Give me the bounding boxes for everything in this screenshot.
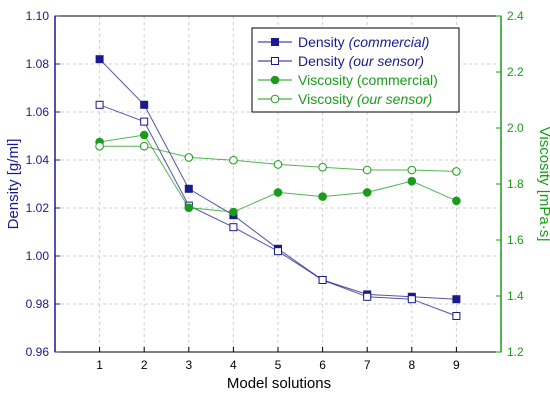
data-point [407,176,417,186]
legend-label: Density (our sensor) [298,53,424,69]
legend: Density (commercial)Density (our sensor)… [251,27,460,113]
data-point [363,292,372,301]
plot-series [95,55,461,320]
left-axis-title: Density [g/ml] [5,139,22,230]
data-point [95,141,104,151]
legend-label: Density (commercial) [298,34,429,50]
data-point [452,295,461,304]
legend-label-italic: (commercial) [349,34,430,50]
data-point [184,203,194,213]
data-point [273,188,283,197]
x-tick-label: 2 [141,358,148,372]
axes: 1 2 3 4 5 6 7 8 9 0.96 0.98 1.00 1.02 1.04 1.06 1.08 1.1… [26,9,524,372]
right-tick-label: 1.6 [507,233,524,247]
x-tick-label: 4 [230,358,237,372]
data-point [139,141,149,151]
data-point [452,312,461,320]
legend-label-italic: (our sensor) [349,53,424,69]
left-tick-label: 1.08 [26,57,50,71]
data-point [95,100,104,109]
data-point [362,188,372,197]
data-point [407,295,416,304]
right-tick-label: 2.0 [507,121,524,135]
right-tick-label: 1.2 [507,345,524,359]
data-point [139,130,149,140]
right-tick-label: 2.2 [507,65,524,79]
right-tick-label: 2.4 [507,9,524,23]
data-point [273,160,283,169]
data-point [140,117,149,126]
x-tick-label: 7 [364,358,371,372]
x-tick-label: 8 [408,358,415,372]
data-point [318,192,327,201]
left-tick-label: 1.02 [26,201,50,215]
data-point [362,165,372,175]
x-axis-title: Model solutions [227,375,331,392]
legend-label-main: Density [298,34,349,50]
data-point [229,207,238,217]
left-tick-label: 0.98 [26,297,50,311]
legend-marker [270,75,280,85]
x-tick-label: 3 [185,358,192,372]
legend-label-italic: (our sensor) [357,91,432,107]
left-tick-label: 1.00 [26,249,50,263]
left-tick-label: 1.10 [26,9,50,23]
right-axis-title: Viscosity [mPa·s] [536,127,550,242]
x-tick-label: 1 [96,358,103,372]
data-point [140,100,149,109]
left-tick-label: 0.96 [26,345,50,359]
data-point [95,55,104,64]
data-point [184,153,194,162]
legend-label: Viscosity (commercial) [298,72,438,88]
data-point [184,184,193,193]
data-point [229,223,238,232]
legend-marker [271,38,279,46]
right-tick-label: 1.8 [507,177,524,191]
data-point [407,165,417,175]
legend-label-main: Viscosity [298,91,357,107]
data-point [452,167,461,176]
data-point [318,276,327,284]
data-point [452,196,461,206]
data-point [274,247,282,256]
data-point [318,162,327,172]
x-tick-label: 5 [275,358,282,372]
x-tick-label: 6 [319,358,326,372]
data-point [229,155,238,165]
legend-label: Viscosity (our sensor) [298,91,432,107]
legend-marker [271,57,279,65]
left-tick-label: 1.04 [26,153,50,167]
legend-label-main: Density [298,53,349,69]
x-tick-label: 9 [453,358,460,372]
right-tick-label: 1.4 [507,289,524,303]
legend-marker [270,94,280,104]
left-tick-label: 1.06 [26,105,50,119]
legend-label-main: Viscosity (commercial) [298,72,438,88]
